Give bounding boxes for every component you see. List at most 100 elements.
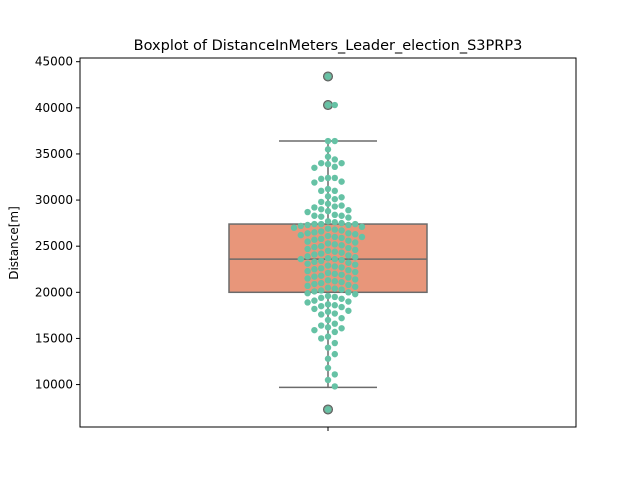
swarm-point: [352, 276, 359, 283]
y-tick-label: 40000: [35, 101, 73, 115]
swarm-point: [311, 266, 318, 273]
swarm-point: [338, 303, 345, 311]
swarm-point: [311, 179, 318, 186]
swarm-point: [324, 292, 332, 300]
swarm-point: [304, 299, 311, 306]
swarm-point: [318, 175, 325, 183]
swarm-point: [338, 249, 345, 256]
swarm-point: [297, 222, 304, 230]
swarm-point: [318, 198, 325, 206]
swarm-point: [331, 156, 338, 163]
swarm-point: [311, 229, 318, 236]
swarm-point: [304, 238, 311, 245]
y-tick-label: 20000: [35, 285, 73, 299]
swarm-point: [318, 279, 325, 287]
swarm-point: [324, 240, 332, 247]
swarm-point: [311, 251, 318, 258]
swarm-point: [304, 260, 311, 267]
swarm-point: [324, 73, 332, 80]
swarm-point: [331, 241, 338, 248]
swarm-point: [345, 289, 352, 296]
swarm-point: [324, 406, 332, 413]
swarm-point: [324, 355, 332, 362]
swarm-point: [324, 277, 332, 284]
swarm-point: [331, 187, 338, 195]
swarm-point: [331, 310, 338, 317]
swarm-point: [331, 226, 338, 233]
swarm-point: [311, 297, 318, 304]
swarm-point: [311, 204, 318, 211]
swarm-point: [345, 221, 352, 229]
swarm-point: [345, 259, 352, 266]
swarm-point: [324, 232, 332, 240]
swarm-point: [352, 290, 359, 298]
swarm-point: [338, 325, 345, 332]
swarm-point: [345, 298, 352, 305]
swarm-point: [324, 333, 332, 340]
swarm-point: [352, 230, 359, 238]
swarm-point: [318, 187, 325, 195]
swarm-point: [324, 301, 332, 308]
swarm-point: [324, 160, 332, 168]
swarm-point: [331, 263, 338, 270]
swarm-point: [338, 256, 345, 264]
swarm-point: [311, 220, 318, 228]
swarm-point: [331, 339, 338, 347]
swarm-point: [324, 364, 332, 372]
swarm-point: [324, 316, 332, 324]
swarm-point: [352, 268, 359, 276]
swarm-point: [311, 258, 318, 266]
swarm-point: [318, 213, 325, 220]
swarm-point: [358, 223, 366, 231]
swarm-point: [331, 163, 338, 171]
swarm-point: [331, 270, 338, 278]
swarm-point: [318, 287, 325, 294]
swarm-point: [318, 206, 325, 213]
swarm-point: [324, 200, 332, 207]
swarm-point: [318, 235, 325, 243]
swarm-point: [331, 203, 338, 210]
swarm-point: [318, 257, 325, 265]
swarm-point: [345, 266, 352, 274]
swarm-point: [324, 185, 332, 193]
swarm-point: [338, 227, 345, 234]
swarm-point: [338, 219, 345, 227]
swarm-point: [331, 248, 338, 255]
swarm-point: [318, 159, 325, 167]
swarm-point: [331, 383, 338, 390]
swarm-point: [324, 376, 332, 384]
swarm-point: [304, 267, 311, 275]
swarm-point: [324, 207, 332, 215]
swarm-point: [345, 237, 352, 244]
swarm-point: [318, 311, 325, 318]
swarm-point: [338, 278, 345, 286]
swarm-point: [324, 308, 332, 315]
swarm-point: [311, 243, 318, 251]
swarm-point: [338, 264, 345, 271]
swarm-point: [324, 153, 332, 160]
swarm-point: [318, 335, 325, 342]
swarm-point: [345, 207, 352, 214]
swarm-point: [324, 225, 332, 232]
swarm-point: [311, 280, 318, 288]
swarm-point: [338, 286, 345, 293]
swarm-point: [331, 328, 338, 336]
swarm-point: [331, 211, 338, 219]
y-tick-label: 25000: [35, 239, 73, 253]
swarm-point: [324, 146, 332, 153]
swarm-point: [304, 290, 311, 297]
swarm-point: [311, 212, 318, 219]
swarm-point: [324, 218, 332, 225]
swarm-point: [352, 246, 359, 254]
swarm-point: [331, 174, 338, 182]
swarm-point: [338, 234, 345, 242]
swarm-point: [318, 272, 325, 279]
swarm-point: [345, 274, 352, 281]
swarm-point: [304, 221, 311, 229]
swarm-point: [318, 322, 325, 329]
swarm-point: [345, 214, 352, 221]
swarm-point: [318, 250, 325, 257]
y-tick-label: 10000: [35, 378, 73, 392]
swarm-point: [324, 137, 332, 145]
swarm-point: [331, 302, 338, 309]
